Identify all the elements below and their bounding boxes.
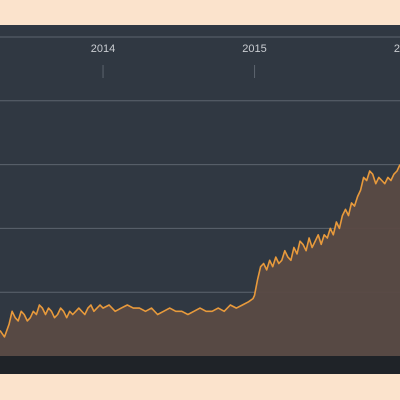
x-tick-label-1: 2015	[242, 43, 266, 55]
area-layer	[0, 164, 400, 356]
x-tick-label-0: 2014	[91, 43, 115, 55]
gridlines	[0, 36, 400, 293]
series-line	[0, 164, 400, 338]
baseline-band	[0, 356, 400, 374]
chart-svg: 2014 2015 2016	[0, 36, 400, 374]
x-axis-ticks: 2014 2015 2016	[91, 43, 400, 78]
x-tick-label-2: 2016	[394, 43, 400, 55]
chart-panel: 2014 2015 2016	[0, 25, 400, 374]
series-area	[0, 164, 400, 356]
